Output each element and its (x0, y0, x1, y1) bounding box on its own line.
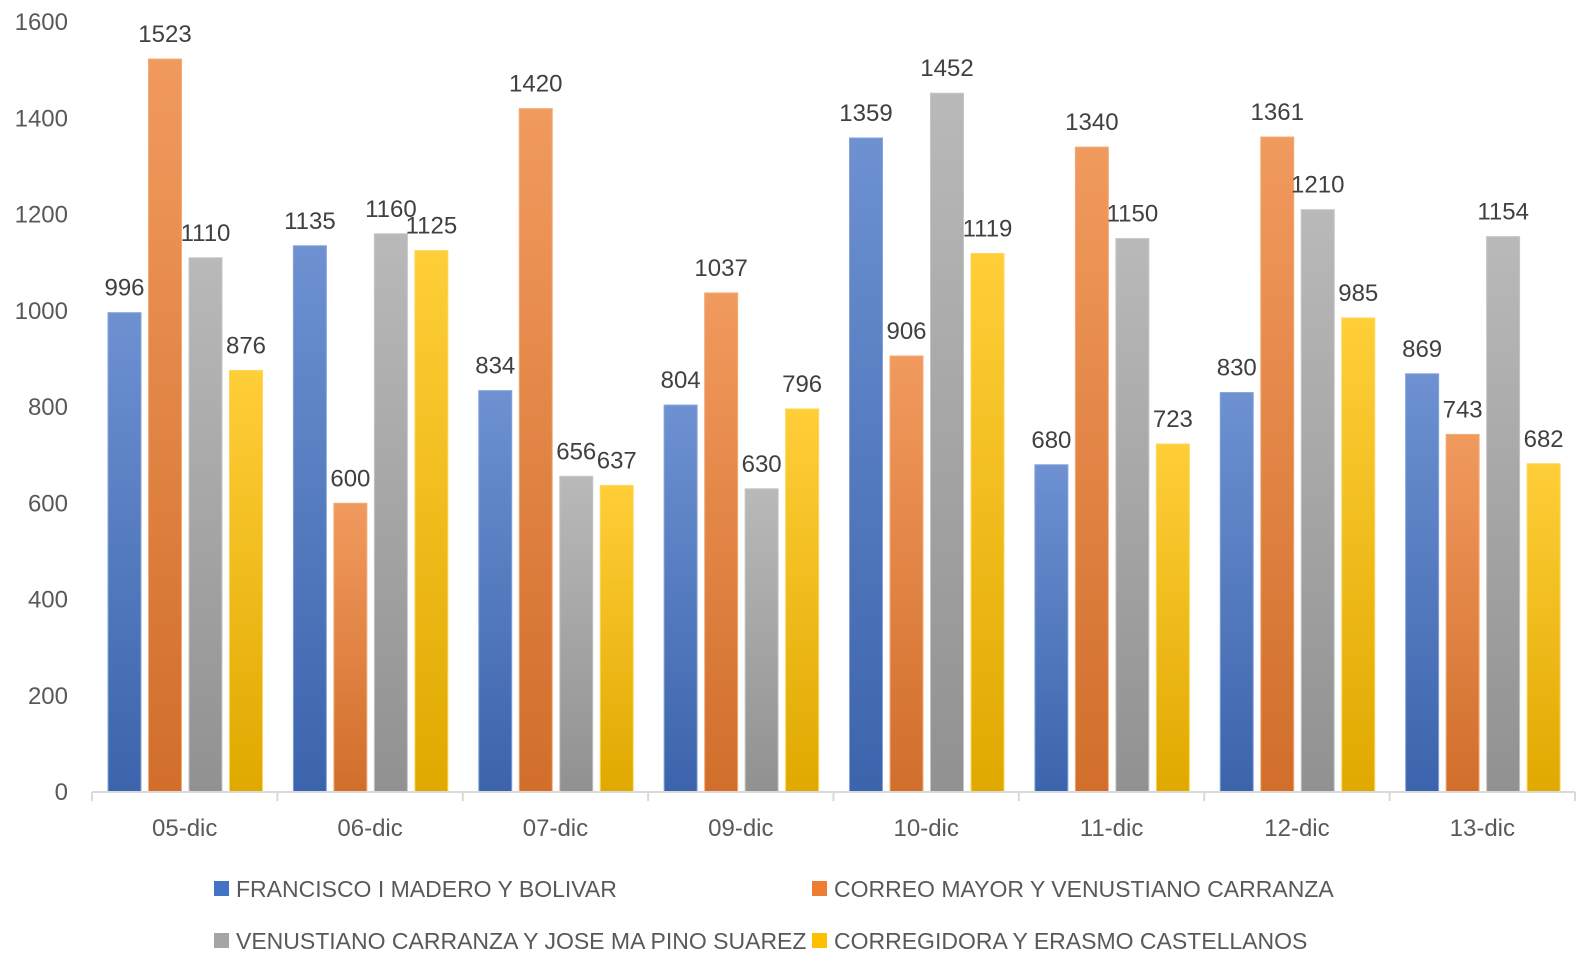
x-tick-label: 13-dic (1450, 815, 1515, 842)
data-label: 680 (1031, 427, 1071, 454)
x-tick-label: 12-dic (1264, 815, 1329, 842)
bar (785, 408, 820, 793)
bar (1155, 443, 1190, 793)
data-label: 906 (886, 318, 926, 345)
legend-label: VENUSTIANO CARRANZA Y JOSE MA PINO SUARE… (236, 928, 806, 954)
bar (744, 488, 779, 793)
legend-label: FRANCISCO I MADERO Y BOLIVAR (236, 876, 617, 902)
y-tick-label: 600 (28, 490, 68, 517)
data-label: 1452 (920, 55, 973, 82)
y-tick-label: 400 (28, 587, 68, 614)
bar (229, 369, 263, 793)
data-label: 1154 (1477, 199, 1529, 226)
x-tick-label: 09-dic (708, 815, 773, 842)
bar (373, 233, 408, 793)
x-tick-label: 11-dic (1080, 815, 1144, 842)
bar (704, 292, 739, 793)
data-label: 630 (742, 451, 782, 478)
y-tick-label: 800 (28, 394, 68, 421)
legend-item: CORREO MAYOR Y VENUSTIANO CARRANZA (812, 876, 1334, 902)
bar (1341, 317, 1376, 793)
bar (849, 137, 883, 793)
bar (889, 355, 924, 793)
legend-label: CORREO MAYOR Y VENUSTIANO CARRANZA (834, 876, 1334, 902)
data-label: 1037 (694, 255, 747, 282)
legend-item: CORREGIDORA Y ERASMO CASTELLANOS (812, 928, 1307, 954)
data-label: 830 (1217, 355, 1257, 382)
bar (1486, 236, 1521, 793)
data-label: 656 (556, 438, 596, 465)
data-label: 1150 (1107, 201, 1159, 228)
y-tick-label: 1000 (15, 298, 68, 325)
data-label: 1361 (1251, 99, 1304, 126)
bar (1219, 392, 1254, 793)
x-axis: 05-dic 06-dic 07-dic 09-dic 10-dic 11-dic 12-d… (91, 791, 1576, 842)
bar (663, 404, 698, 793)
y-tick-label: 1600 (15, 9, 68, 36)
bar (1115, 238, 1150, 793)
bar (518, 108, 553, 793)
bar (1034, 464, 1069, 793)
bar (930, 92, 964, 793)
legend-item: VENUSTIANO CARRANZA Y JOSE MA PINO SUARE… (214, 928, 806, 954)
data-label: 723 (1153, 406, 1193, 433)
legend-swatch (812, 933, 827, 948)
y-tick-label: 200 (28, 683, 68, 710)
bars (107, 58, 1561, 793)
data-label: 996 (104, 275, 144, 302)
data-label: 985 (1338, 280, 1378, 307)
bar (333, 502, 368, 793)
y-tick-label: 1400 (15, 105, 68, 132)
bar (559, 475, 594, 793)
data-label: 1523 (138, 21, 191, 48)
bar (414, 250, 449, 793)
data-label: 637 (597, 447, 637, 474)
y-tick-label: 1200 (15, 202, 68, 229)
data-label: 1125 (406, 213, 458, 240)
data-label: 1359 (839, 100, 892, 127)
bar (970, 252, 1005, 793)
x-tick-label: 07-dic (523, 815, 588, 842)
bar (107, 312, 142, 793)
y-tick-label: 0 (55, 779, 68, 806)
data-label: 682 (1524, 426, 1564, 453)
data-label: 743 (1443, 396, 1483, 423)
data-label: 1210 (1291, 172, 1344, 199)
legend-swatch (214, 881, 229, 896)
legend-swatch (812, 881, 827, 896)
bar (188, 257, 223, 793)
legend-swatch (214, 933, 229, 948)
bar (148, 58, 182, 793)
data-label: 1135 (284, 208, 336, 235)
data-label: 804 (661, 367, 701, 394)
data-label: 869 (1402, 336, 1442, 363)
bar (1526, 463, 1561, 793)
bar (1260, 136, 1295, 793)
bar (1300, 209, 1335, 793)
data-label: 1160 (365, 196, 417, 223)
legend: FRANCISCO I MADERO Y BOLIVAR CORREO MAYOR… (214, 876, 1334, 954)
bar (1405, 373, 1440, 793)
data-label: 1340 (1065, 109, 1118, 136)
bar (1074, 146, 1109, 793)
data-label: 1119 (963, 215, 1013, 242)
data-label: 876 (226, 332, 266, 359)
x-tick-label: 10-dic (894, 815, 959, 842)
bar (1445, 433, 1480, 793)
data-label: 834 (475, 353, 515, 380)
legend-item: FRANCISCO I MADERO Y BOLIVAR (214, 876, 617, 902)
data-label: 600 (330, 465, 370, 492)
bar (478, 390, 513, 793)
data-label: 796 (782, 371, 822, 398)
bar (599, 484, 634, 793)
x-tick-label: 05-dic (152, 815, 217, 842)
data-label: 1420 (509, 71, 562, 98)
bar (292, 245, 327, 793)
y-axis: 0 200 400 600 800 1000 1200 1400 1600 (15, 9, 68, 806)
data-label: 1110 (181, 220, 231, 247)
x-tick-label: 06-dic (337, 815, 402, 842)
legend-label: CORREGIDORA Y ERASMO CASTELLANOS (834, 928, 1307, 954)
